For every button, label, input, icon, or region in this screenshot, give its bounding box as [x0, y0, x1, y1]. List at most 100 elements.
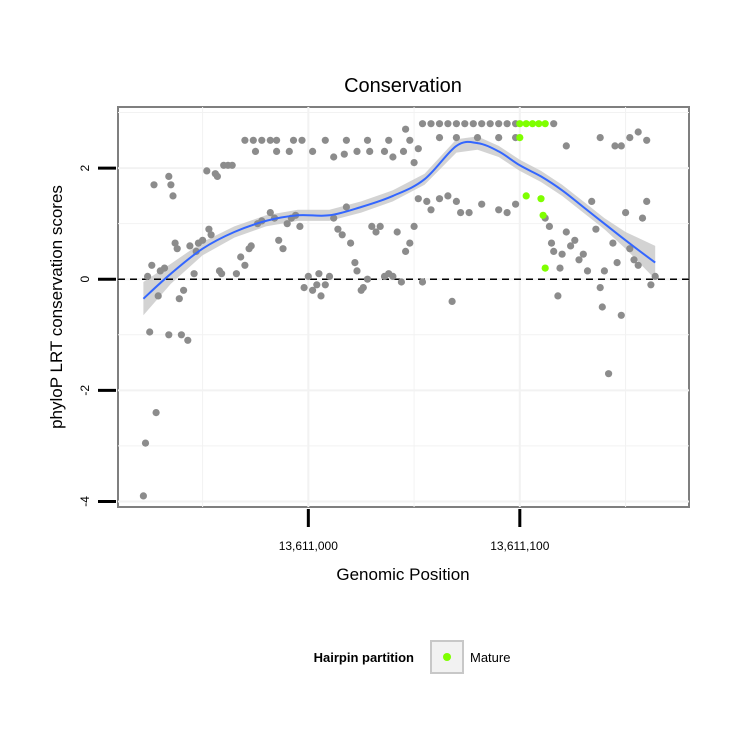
data-point — [190, 270, 198, 278]
data-point — [605, 370, 613, 378]
data-point — [165, 331, 173, 339]
data-point — [503, 120, 511, 128]
data-point — [273, 147, 281, 155]
data-point — [321, 281, 329, 289]
data-point — [321, 136, 329, 144]
data-point — [340, 150, 348, 158]
data-point — [435, 195, 444, 203]
data-point-mature — [522, 192, 530, 200]
data-point — [266, 209, 274, 217]
data-point — [588, 197, 596, 205]
data-point — [435, 120, 444, 128]
data-point — [247, 242, 255, 250]
data-point — [203, 167, 211, 175]
data-point — [342, 203, 350, 211]
y-axis: 2 0 -2 -4 — [78, 164, 116, 507]
data-point — [300, 284, 308, 292]
data-point — [317, 292, 325, 300]
data-point — [592, 225, 600, 233]
data-point — [495, 134, 503, 142]
data-point — [643, 136, 651, 144]
data-point — [423, 197, 431, 205]
data-point — [275, 236, 283, 244]
data-point — [173, 245, 181, 253]
data-point — [180, 286, 188, 294]
data-point — [177, 331, 185, 339]
data-point — [359, 284, 367, 292]
data-point — [175, 295, 183, 303]
data-point — [289, 136, 298, 144]
data-point — [353, 267, 361, 275]
data-point — [385, 136, 393, 144]
data-point — [410, 222, 418, 230]
data-point — [347, 239, 355, 247]
data-point — [414, 195, 422, 203]
data-point — [427, 120, 435, 128]
data-point — [205, 225, 213, 233]
data-point — [213, 172, 221, 180]
data-point — [503, 209, 511, 217]
confidence-band — [143, 136, 656, 316]
legend: Hairpin partition Mature — [314, 640, 510, 674]
data-point — [389, 153, 397, 161]
data-point — [444, 120, 452, 128]
data-point-mature — [528, 120, 537, 128]
data-point — [372, 228, 380, 236]
y-tick-label: -2 — [78, 385, 92, 396]
data-point — [393, 228, 401, 236]
data-point — [152, 409, 160, 417]
data-point — [630, 256, 638, 264]
data-point — [192, 247, 200, 255]
data-point — [139, 492, 147, 500]
data-point — [452, 134, 460, 142]
data-point — [366, 147, 374, 155]
legend-title: Hairpin partition — [314, 650, 414, 665]
data-point — [547, 239, 556, 247]
data-point — [315, 270, 323, 278]
x-tick-label: 13,611,000 — [279, 539, 338, 553]
data-point — [406, 136, 414, 144]
data-point — [363, 136, 372, 144]
data-point — [469, 120, 477, 128]
data-point — [237, 253, 245, 261]
data-point — [651, 272, 659, 280]
data-point — [228, 161, 236, 169]
data-point — [167, 181, 175, 189]
data-point — [609, 239, 617, 247]
data-point — [558, 250, 566, 258]
data-point — [596, 134, 604, 142]
data-point — [613, 259, 621, 267]
data-point-mature — [516, 134, 524, 142]
data-point — [232, 270, 240, 278]
data-point — [154, 292, 162, 300]
data-point — [448, 297, 456, 305]
data-point — [579, 250, 587, 258]
data-point — [325, 272, 334, 280]
data-point — [410, 159, 418, 167]
data-point — [571, 236, 579, 244]
data-point — [567, 242, 575, 250]
data-point — [617, 142, 625, 150]
data-point — [495, 206, 503, 214]
data-point — [550, 120, 558, 128]
data-point — [273, 136, 281, 144]
data-point — [169, 192, 177, 200]
data-point — [389, 272, 397, 280]
data-point — [406, 239, 414, 247]
data-point — [402, 125, 410, 133]
data-point — [330, 214, 338, 222]
gridlines — [118, 107, 689, 507]
data-point — [465, 209, 473, 217]
data-point — [461, 120, 469, 128]
data-point — [380, 147, 389, 155]
data-point — [184, 336, 192, 344]
data-point — [309, 286, 317, 294]
data-point — [313, 281, 321, 289]
data-point — [241, 261, 249, 269]
data-point — [562, 142, 570, 150]
data-point-mature — [522, 120, 530, 128]
data-point-mature — [541, 264, 549, 272]
data-point — [283, 220, 291, 228]
data-point — [611, 142, 619, 150]
data-point — [160, 264, 169, 272]
